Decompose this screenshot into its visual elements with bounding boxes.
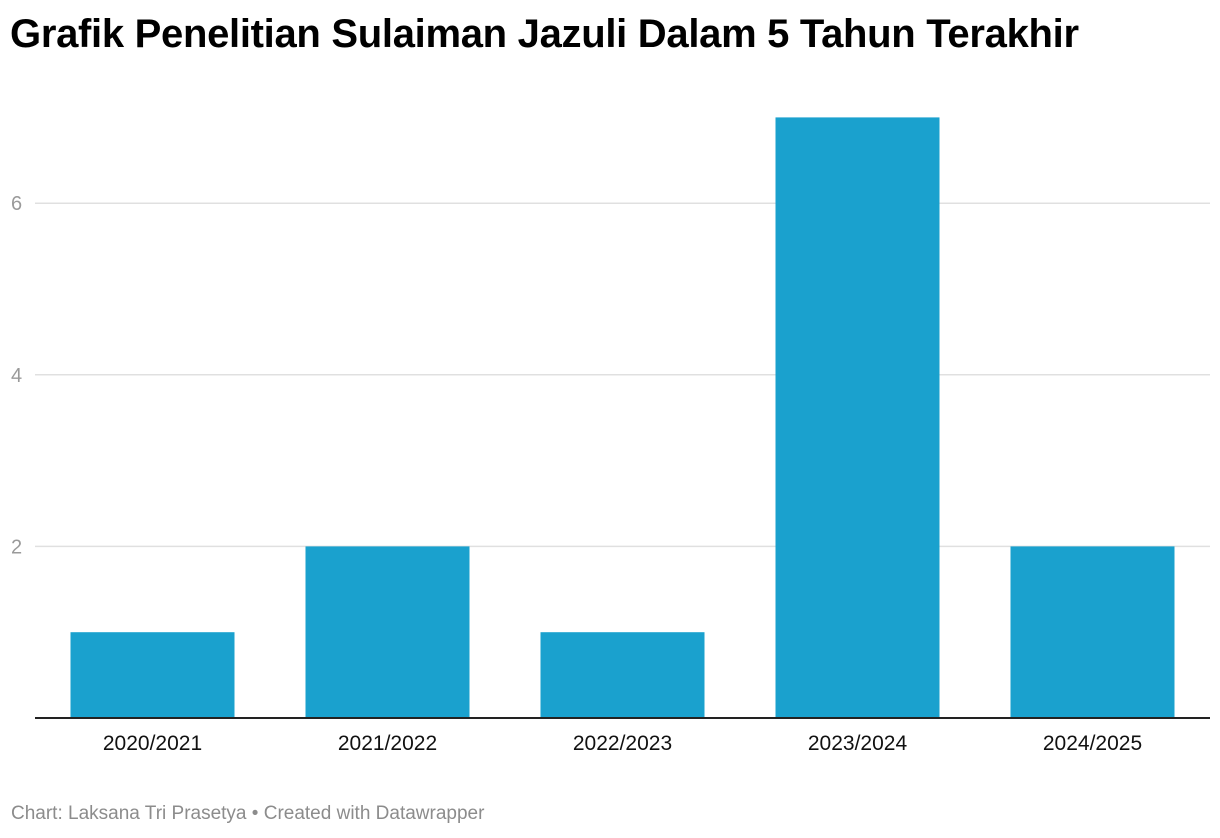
x-tick-label: 2024/2025	[1043, 732, 1142, 755]
x-tick-label: 2023/2024	[808, 732, 908, 755]
bar-2023-2024	[775, 117, 940, 718]
bar-2021-2022	[305, 546, 470, 718]
x-tick-label: 2022/2023	[573, 732, 672, 755]
gridlines	[35, 202, 1210, 548]
y-tick-label: 4	[11, 365, 22, 387]
footer-credit: Chart: Laksana Tri Prasetya	[11, 803, 247, 824]
x-tick-label: 2021/2022	[338, 732, 437, 755]
y-tick-label: 6	[11, 193, 22, 215]
footer-separator: •	[246, 803, 264, 824]
x-tick-label: 2020/2021	[103, 732, 202, 755]
y-tick-label: 2	[11, 536, 22, 558]
footer-tool-link[interactable]: Created with Datawrapper	[263, 803, 485, 824]
bar-2020-2021	[70, 632, 235, 718]
x-axis-labels: 2020/2021 2021/2022 2022/2023 2023/2024 2024…	[103, 732, 1142, 755]
bars	[70, 117, 1175, 718]
y-axis-ticks: 2 4 6	[11, 193, 22, 558]
chart-footer: Chart: Laksana Tri Prasetya • Created wi…	[11, 803, 484, 825]
bar-2024-2025	[1010, 546, 1175, 718]
chart-title: Grafik Penelitian Sulaiman Jazuli Dalam …	[10, 12, 1079, 56]
bar-2022-2023	[540, 632, 705, 718]
